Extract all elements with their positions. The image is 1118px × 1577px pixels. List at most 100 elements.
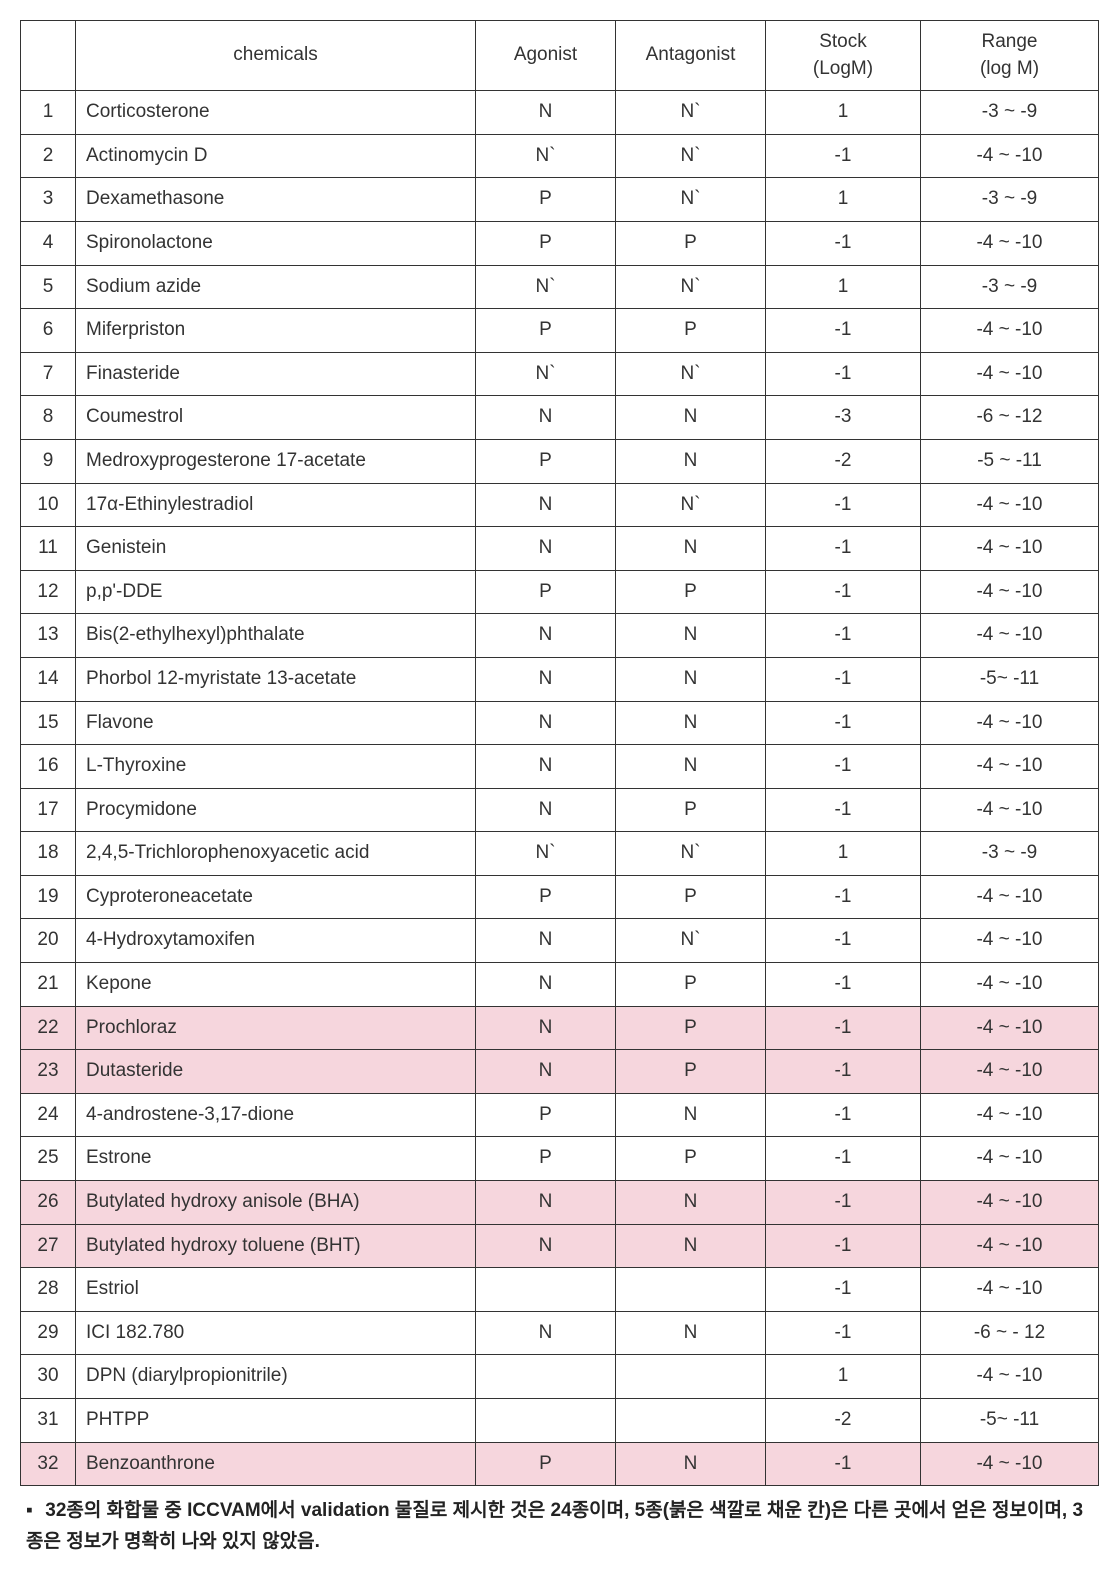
table-row: 204-HydroxytamoxifenNN`-1-4 ~ -10 bbox=[21, 919, 1099, 963]
cell-index: 19 bbox=[21, 875, 76, 919]
cell-index: 8 bbox=[21, 396, 76, 440]
cell-range: -4 ~ -10 bbox=[921, 1268, 1099, 1312]
cell-range: -4 ~ -10 bbox=[921, 1093, 1099, 1137]
cell-range: -4 ~ -10 bbox=[921, 1006, 1099, 1050]
table-row: 31PHTPP-2-5~ -11 bbox=[21, 1399, 1099, 1443]
cell-agonist: N bbox=[476, 919, 616, 963]
cell-antagonist bbox=[616, 1268, 766, 1312]
cell-antagonist: P bbox=[616, 875, 766, 919]
cell-chemical: Estrone bbox=[76, 1137, 476, 1181]
cell-range: -3 ~ -9 bbox=[921, 832, 1099, 876]
cell-stock: -1 bbox=[766, 1311, 921, 1355]
cell-stock: -1 bbox=[766, 919, 921, 963]
cell-index: 14 bbox=[21, 657, 76, 701]
cell-stock: -1 bbox=[766, 1137, 921, 1181]
cell-index: 27 bbox=[21, 1224, 76, 1268]
cell-chemical: Genistein bbox=[76, 527, 476, 571]
table-row: 19CyproteroneacetatePP-1-4 ~ -10 bbox=[21, 875, 1099, 919]
cell-chemical: Spironolactone bbox=[76, 221, 476, 265]
cell-stock: -1 bbox=[766, 614, 921, 658]
table-row: 11GenisteinNN-1-4 ~ -10 bbox=[21, 527, 1099, 571]
cell-antagonist: N bbox=[616, 1224, 766, 1268]
cell-chemical: Coumestrol bbox=[76, 396, 476, 440]
cell-antagonist: N` bbox=[616, 483, 766, 527]
cell-range: -3 ~ -9 bbox=[921, 178, 1099, 222]
cell-stock: -1 bbox=[766, 963, 921, 1007]
cell-antagonist: N` bbox=[616, 352, 766, 396]
cell-range: -4 ~ -10 bbox=[921, 1224, 1099, 1268]
cell-agonist: P bbox=[476, 221, 616, 265]
cell-stock: 1 bbox=[766, 265, 921, 309]
footnote: ▪ 32종의 화합물 중 ICCVAM에서 validation 물질로 제시한… bbox=[20, 1496, 1098, 1557]
cell-agonist bbox=[476, 1355, 616, 1399]
cell-stock: -1 bbox=[766, 309, 921, 353]
cell-range: -5 ~ -11 bbox=[921, 439, 1099, 483]
cell-chemical: Medroxyprogesterone 17-acetate bbox=[76, 439, 476, 483]
cell-range: -3 ~ -9 bbox=[921, 265, 1099, 309]
cell-agonist: N` bbox=[476, 832, 616, 876]
cell-chemical: Finasteride bbox=[76, 352, 476, 396]
table-row: 1017α-EthinylestradiolNN`-1-4 ~ -10 bbox=[21, 483, 1099, 527]
cell-antagonist: P bbox=[616, 963, 766, 1007]
cell-agonist: N bbox=[476, 788, 616, 832]
cell-stock: 1 bbox=[766, 178, 921, 222]
cell-range: -4 ~ -10 bbox=[921, 1442, 1099, 1486]
cell-index: 12 bbox=[21, 570, 76, 614]
cell-stock: -1 bbox=[766, 1006, 921, 1050]
table-row: 29ICI 182.780NN-1-6 ~ - 12 bbox=[21, 1311, 1099, 1355]
cell-agonist: N bbox=[476, 1050, 616, 1094]
table-row: 30DPN (diarylpropionitrile)1-4 ~ -10 bbox=[21, 1355, 1099, 1399]
col-header-index bbox=[21, 21, 76, 91]
cell-range: -4 ~ -10 bbox=[921, 701, 1099, 745]
cell-index: 31 bbox=[21, 1399, 76, 1443]
cell-index: 10 bbox=[21, 483, 76, 527]
cell-index: 24 bbox=[21, 1093, 76, 1137]
cell-range: -4 ~ -10 bbox=[921, 1181, 1099, 1225]
cell-agonist: N bbox=[476, 396, 616, 440]
cell-agonist: N bbox=[476, 614, 616, 658]
cell-chemical: ICI 182.780 bbox=[76, 1311, 476, 1355]
cell-chemical: DPN (diarylpropionitrile) bbox=[76, 1355, 476, 1399]
cell-stock: -2 bbox=[766, 1399, 921, 1443]
cell-antagonist: N` bbox=[616, 178, 766, 222]
cell-antagonist: N` bbox=[616, 919, 766, 963]
cell-antagonist: P bbox=[616, 1137, 766, 1181]
cell-agonist: N bbox=[476, 1224, 616, 1268]
cell-range: -4 ~ -10 bbox=[921, 221, 1099, 265]
table-row: 15FlavoneNN-1-4 ~ -10 bbox=[21, 701, 1099, 745]
cell-stock: -1 bbox=[766, 657, 921, 701]
table-row: 23DutasterideNP-1-4 ~ -10 bbox=[21, 1050, 1099, 1094]
cell-index: 28 bbox=[21, 1268, 76, 1312]
cell-index: 21 bbox=[21, 963, 76, 1007]
cell-index: 30 bbox=[21, 1355, 76, 1399]
cell-stock: -1 bbox=[766, 134, 921, 178]
table-row: 244-androstene-3,17-dionePN-1-4 ~ -10 bbox=[21, 1093, 1099, 1137]
cell-index: 4 bbox=[21, 221, 76, 265]
cell-range: -4 ~ -10 bbox=[921, 963, 1099, 1007]
col-header-chemicals: chemicals bbox=[76, 21, 476, 91]
cell-agonist: N bbox=[476, 1181, 616, 1225]
cell-agonist: N bbox=[476, 1006, 616, 1050]
cell-chemical: 4-androstene-3,17-dione bbox=[76, 1093, 476, 1137]
cell-antagonist: P bbox=[616, 1006, 766, 1050]
cell-index: 11 bbox=[21, 527, 76, 571]
cell-stock: -1 bbox=[766, 352, 921, 396]
col-header-range: Range (log M) bbox=[921, 21, 1099, 91]
cell-range: -4 ~ -10 bbox=[921, 483, 1099, 527]
cell-chemical: L-Thyroxine bbox=[76, 745, 476, 789]
cell-agonist: N bbox=[476, 701, 616, 745]
chemicals-table: chemicals Agonist Antagonist Stock (LogM… bbox=[20, 20, 1099, 1486]
table-row: 16L-ThyroxineNN-1-4 ~ -10 bbox=[21, 745, 1099, 789]
cell-index: 13 bbox=[21, 614, 76, 658]
cell-stock: -1 bbox=[766, 1050, 921, 1094]
cell-chemical: Actinomycin D bbox=[76, 134, 476, 178]
cell-stock: -1 bbox=[766, 1093, 921, 1137]
cell-chemical: Miferpriston bbox=[76, 309, 476, 353]
table-row: 25EstronePP-1-4 ~ -10 bbox=[21, 1137, 1099, 1181]
cell-antagonist: N bbox=[616, 439, 766, 483]
cell-chemical: 4-Hydroxytamoxifen bbox=[76, 919, 476, 963]
cell-index: 7 bbox=[21, 352, 76, 396]
cell-stock: -1 bbox=[766, 701, 921, 745]
cell-stock: -1 bbox=[766, 1442, 921, 1486]
cell-chemical: 17α-Ethinylestradiol bbox=[76, 483, 476, 527]
